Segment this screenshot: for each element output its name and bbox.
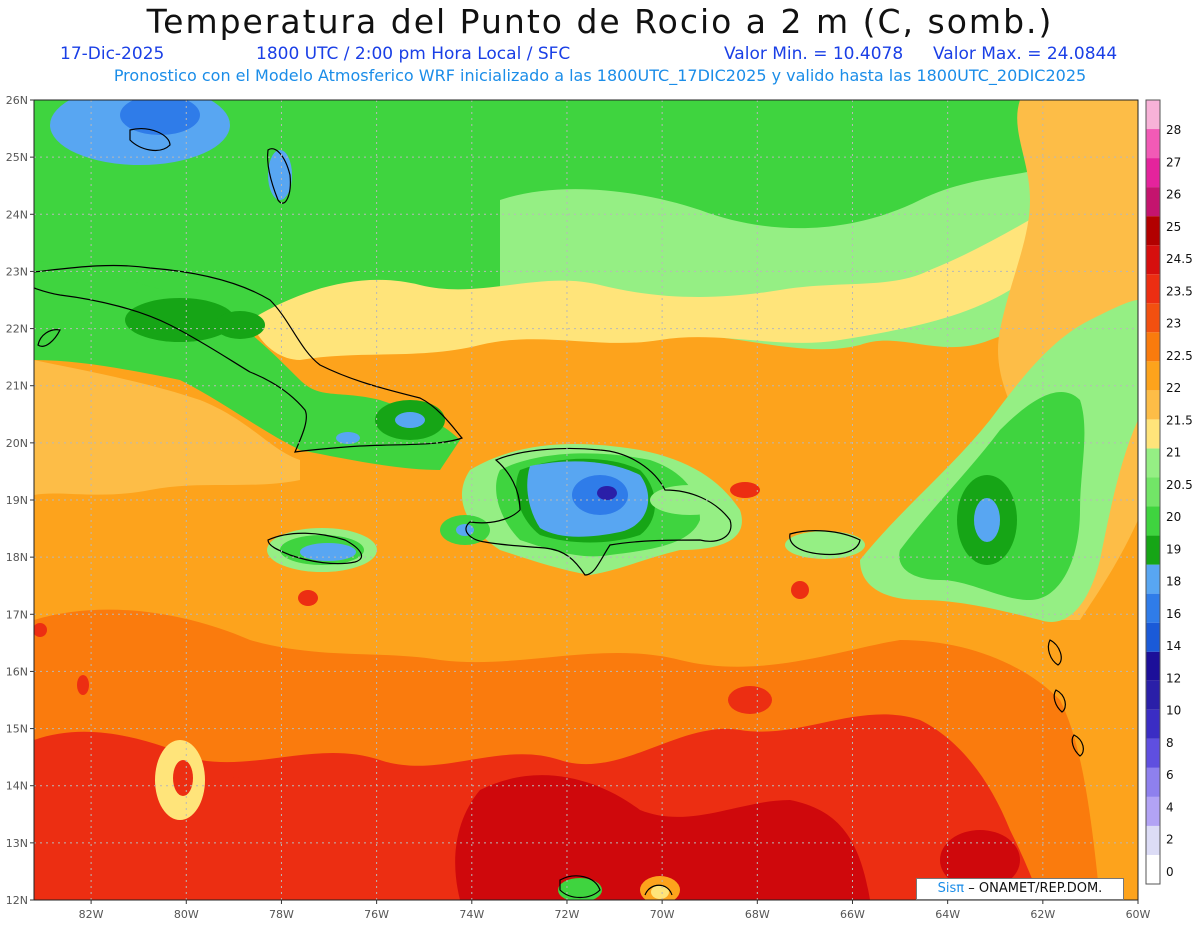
colorbar-swatch [1146, 361, 1160, 391]
colorbar-swatch [1146, 419, 1160, 449]
colorbar-label: 26 [1166, 188, 1181, 202]
colorbar-swatch [1146, 216, 1160, 246]
colorbar-swatch [1146, 651, 1160, 681]
lat-tick-label: 26N [6, 94, 28, 107]
colorbar-label: 22 [1166, 381, 1181, 395]
colorbar-swatch [1146, 622, 1160, 652]
max-value: Valor Max. = 24.0844 [933, 44, 1118, 64]
colorbar-label: 4 [1166, 800, 1174, 814]
colorbar-label: 23.5 [1166, 284, 1193, 298]
lat-tick-label: 17N [6, 608, 28, 621]
colorbar-label: 27 [1166, 155, 1181, 169]
colorbar-label: 19 [1166, 542, 1181, 556]
lat-tick-label: 15N [6, 723, 28, 736]
temperature-field [34, 100, 1138, 900]
lon-tick-label: 74W [459, 908, 484, 921]
colorbar-swatch [1146, 738, 1160, 768]
lon-tick-label: 76W [364, 908, 389, 921]
colorbar-swatch [1146, 477, 1160, 507]
colorbar-label: 20 [1166, 510, 1181, 524]
colorbar: 0 2 4 6 8 10 12 14 16 18 19 20 20.5 21 21.5 22 22.5 23 23.… [1145, 99, 1193, 885]
map-title: Temperatura del Punto de Rocio a 2 m (C,… [146, 2, 1054, 41]
colorbar-label: 6 [1166, 768, 1174, 782]
lon-tick-label: 82W [79, 908, 104, 921]
lon-tick-label: 70W [650, 908, 675, 921]
colorbar-label: 23 [1166, 317, 1181, 331]
lon-tick-label: 66W [840, 908, 865, 921]
coastlines [34, 128, 1084, 899]
colorbar-label: 21 [1166, 446, 1181, 460]
lon-tick-label: 60W [1126, 908, 1151, 921]
colorbar-label: 25 [1166, 220, 1181, 234]
lat-tick-label: 14N [6, 780, 28, 793]
colorbar-swatch [1146, 100, 1160, 130]
lat-tick-label: 24N [6, 208, 28, 221]
colorbar-swatch [1146, 274, 1160, 304]
colorbar-label: 22.5 [1166, 349, 1193, 363]
lon-tick-label: 68W [745, 908, 770, 921]
lat-tick-label: 13N [6, 837, 28, 850]
model-description: Pronostico con el Modelo Atmosferico WRF… [113, 66, 1087, 85]
lon-tick-label: 80W [174, 908, 199, 921]
colorbar-frame [1145, 99, 1161, 885]
lat-tick-label: 21N [6, 380, 28, 393]
colorbar-swatch [1146, 564, 1160, 594]
lon-tick-label: 62W [1030, 908, 1055, 921]
longitude-axis: 82W 80W 78W 76W 74W 72W 70W 68W 66W 64W 62W 60W [79, 900, 1151, 921]
colorbar-swatch [1146, 709, 1160, 739]
min-value: Valor Min. = 10.4078 [724, 44, 904, 64]
colorbar-swatch [1146, 854, 1160, 884]
latitude-axis: 12N 13N 14N 15N 16N 17N 18N 19N 20N 21N 22N 23N 24N 2… [6, 94, 34, 907]
sispi-logo: Sisπ [937, 881, 965, 896]
colorbar-label: 8 [1166, 736, 1174, 750]
colorbar-label: 20.5 [1166, 478, 1193, 492]
colorbar-label: 10 [1166, 704, 1181, 718]
lon-tick-label: 64W [935, 908, 960, 921]
colorbar-swatch [1146, 593, 1160, 623]
colorbar-swatch [1146, 825, 1160, 855]
forecast-time: 1800 UTC / 2:00 pm Hora Local / SFC [256, 44, 571, 64]
forecast-date: 17-Dic-2025 [60, 44, 165, 64]
colorbar-label: 14 [1166, 639, 1181, 653]
colorbar-label: 21.5 [1166, 413, 1193, 427]
credit-box: Sisπ – ONAMET/REP.DOM. [916, 878, 1124, 900]
colorbar-label: 12 [1166, 671, 1181, 685]
colorbar-swatch [1146, 187, 1160, 217]
colorbar-label: 0 [1166, 865, 1174, 879]
colorbar-swatch [1146, 796, 1160, 826]
colorbar-swatch [1146, 390, 1160, 420]
colorbar-swatch [1146, 245, 1160, 275]
lon-tick-label: 78W [269, 908, 294, 921]
colorbar-swatch [1146, 303, 1160, 333]
colorbar-swatch [1146, 448, 1160, 478]
colorbar-swatch [1146, 535, 1160, 565]
graticule [34, 100, 1138, 900]
colorbar-label: 24.5 [1166, 252, 1193, 266]
lon-tick-label: 72W [555, 908, 580, 921]
colorbar-label: 28 [1166, 123, 1181, 137]
lat-tick-label: 23N [6, 265, 28, 278]
colorbar-swatch [1146, 680, 1160, 710]
lat-tick-label: 22N [6, 323, 28, 336]
colorbar-swatch [1146, 767, 1160, 797]
colorbar-swatch [1146, 506, 1160, 536]
lat-tick-label: 18N [6, 551, 28, 564]
lat-tick-label: 25N [6, 151, 28, 164]
colorbar-label: 16 [1166, 607, 1181, 621]
lat-tick-label: 12N [6, 894, 28, 907]
lat-tick-label: 20N [6, 437, 28, 450]
lat-tick-label: 19N [6, 494, 28, 507]
colorbar-swatch [1146, 129, 1160, 159]
credit-org: – ONAMET/REP.DOM. [968, 881, 1103, 896]
colorbar-swatch [1146, 158, 1160, 188]
colorbar-swatch [1146, 332, 1160, 362]
colorbar-label: 18 [1166, 575, 1181, 589]
lat-tick-label: 16N [6, 665, 28, 678]
colorbar-label: 2 [1166, 833, 1174, 847]
